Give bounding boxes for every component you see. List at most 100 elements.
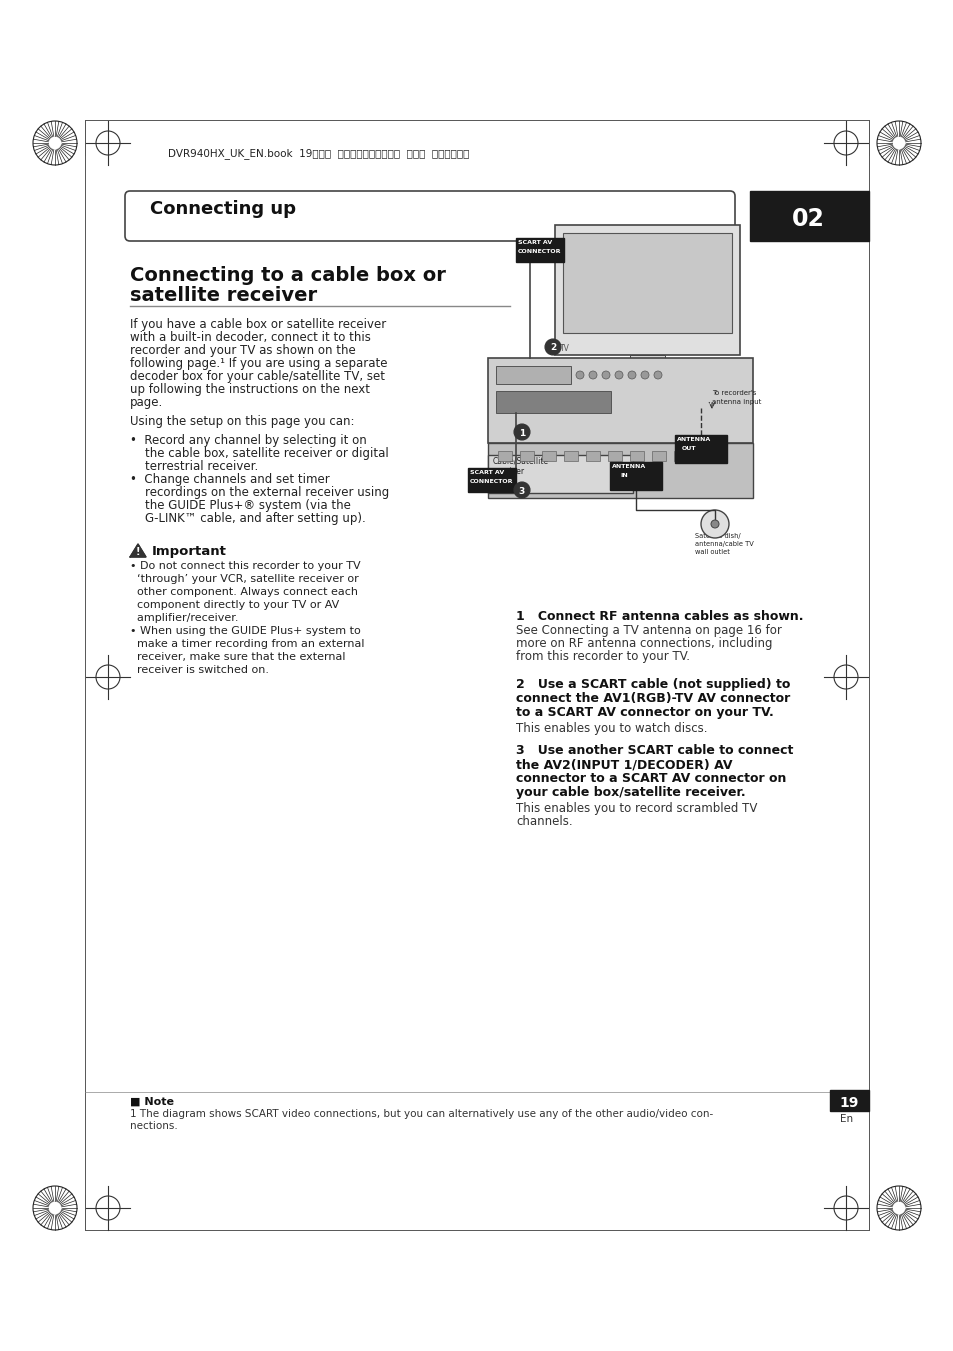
Text: Cable/Satellite: Cable/Satellite	[493, 457, 549, 466]
Text: connector to a SCART AV connector on: connector to a SCART AV connector on	[516, 771, 785, 785]
Text: terrestrial receiver.: terrestrial receiver.	[130, 459, 258, 473]
Text: See Connecting a TV antenna on page 16 for: See Connecting a TV antenna on page 16 f…	[516, 624, 781, 638]
Bar	[607, 451, 621, 461]
Text: your cable box/satellite receiver.: your cable box/satellite receiver.	[516, 786, 745, 798]
Text: 3: 3	[518, 486, 524, 496]
Text: DVR940HX_UK_EN.book  19ページ  ２００６年７月１２日  水曜日  午後４時５分: DVR940HX_UK_EN.book 19ページ ２００６年７月１２日 水曜日…	[168, 149, 469, 159]
Bar	[585, 451, 599, 461]
Circle shape	[640, 372, 648, 380]
Circle shape	[627, 372, 636, 380]
Text: the cable box, satellite receiver or digital: the cable box, satellite receiver or dig…	[130, 447, 388, 459]
Text: up following the instructions on the next: up following the instructions on the nex…	[130, 382, 370, 396]
Bar	[496, 390, 610, 413]
Text: to a SCART AV connector on your TV.: to a SCART AV connector on your TV.	[516, 707, 773, 719]
Text: Connecting to a cable box or: Connecting to a cable box or	[130, 266, 445, 285]
Text: receiver: receiver	[493, 467, 523, 476]
Text: IN: IN	[619, 473, 627, 478]
Text: This enables you to record scrambled TV: This enables you to record scrambled TV	[516, 802, 757, 815]
Bar	[609, 462, 661, 490]
Text: 1   Connect RF antenna cables as shown.: 1 Connect RF antenna cables as shown.	[516, 611, 802, 623]
Text: component directly to your TV or AV: component directly to your TV or AV	[130, 600, 339, 611]
Circle shape	[601, 372, 609, 380]
Bar	[673, 451, 687, 461]
Bar	[541, 451, 556, 461]
Bar	[516, 238, 563, 262]
Text: TV: TV	[559, 345, 569, 353]
Circle shape	[615, 372, 622, 380]
Text: If you have a cable box or satellite receiver: If you have a cable box or satellite rec…	[130, 317, 386, 331]
Text: !: !	[135, 547, 140, 557]
Text: nections.: nections.	[130, 1121, 177, 1131]
Text: satellite receiver: satellite receiver	[130, 286, 316, 305]
Text: 3   Use another SCART cable to connect: 3 Use another SCART cable to connect	[516, 744, 793, 757]
Text: Connecting up: Connecting up	[150, 200, 295, 218]
Circle shape	[700, 509, 728, 538]
Bar	[562, 232, 731, 332]
Text: receiver, make sure that the external: receiver, make sure that the external	[130, 653, 345, 662]
Text: following page.¹ If you are using a separate: following page.¹ If you are using a sepa…	[130, 357, 387, 370]
Text: antenna input: antenna input	[711, 399, 760, 405]
Bar	[488, 358, 752, 443]
Text: En: En	[840, 1115, 852, 1124]
Text: from this recorder to your TV.: from this recorder to your TV.	[516, 650, 689, 663]
Polygon shape	[130, 544, 146, 557]
Text: recordings on the external receiver using: recordings on the external receiver usin…	[130, 486, 389, 499]
Text: recorder and your TV as shown on the: recorder and your TV as shown on the	[130, 345, 355, 357]
Text: make a timer recording from an external: make a timer recording from an external	[130, 639, 364, 648]
Bar	[468, 467, 516, 492]
Text: ‘through’ your VCR, satellite receiver or: ‘through’ your VCR, satellite receiver o…	[130, 574, 358, 584]
Text: SCART AV: SCART AV	[470, 470, 504, 476]
Text: CONNECTOR: CONNECTOR	[517, 249, 561, 254]
Text: 02: 02	[791, 207, 823, 231]
Bar	[563, 451, 578, 461]
Text: the GUIDE Plus+® system (via the: the GUIDE Plus+® system (via the	[130, 499, 351, 512]
Text: ■ Note: ■ Note	[130, 1097, 173, 1106]
Bar	[555, 226, 740, 355]
Text: the AV2(INPUT 1/DECODER) AV: the AV2(INPUT 1/DECODER) AV	[516, 758, 732, 771]
Text: CONNECTOR: CONNECTOR	[470, 480, 513, 484]
Text: •  Record any channel by selecting it on: • Record any channel by selecting it on	[130, 434, 366, 447]
Bar	[497, 451, 512, 461]
Bar	[488, 443, 752, 499]
Text: To recorder's: To recorder's	[711, 390, 756, 396]
Text: 2: 2	[549, 343, 556, 353]
Text: ANTENNA: ANTENNA	[612, 463, 645, 469]
Bar	[629, 451, 643, 461]
Text: This enables you to watch discs.: This enables you to watch discs.	[516, 721, 707, 735]
Text: receiver is switched on.: receiver is switched on.	[130, 665, 269, 676]
Circle shape	[544, 339, 560, 355]
Circle shape	[514, 482, 530, 499]
Text: 2   Use a SCART cable (not supplied) to: 2 Use a SCART cable (not supplied) to	[516, 678, 789, 690]
Circle shape	[654, 372, 661, 380]
Text: page.: page.	[130, 396, 163, 409]
Circle shape	[576, 372, 583, 380]
Text: SCART AV: SCART AV	[517, 240, 552, 245]
Bar	[829, 1090, 868, 1111]
Bar	[629, 355, 664, 367]
Text: more on RF antenna connections, including: more on RF antenna connections, includin…	[516, 638, 772, 650]
Bar	[613, 367, 681, 374]
Text: • Do not connect this recorder to your TV: • Do not connect this recorder to your T…	[130, 561, 360, 571]
Text: connect the AV1(RGB)-TV AV connector: connect the AV1(RGB)-TV AV connector	[516, 692, 789, 705]
Text: 1: 1	[518, 428, 524, 438]
Circle shape	[588, 372, 597, 380]
Bar	[696, 451, 709, 461]
Text: decoder box for your cable/satellite TV, set: decoder box for your cable/satellite TV,…	[130, 370, 385, 382]
Bar	[488, 455, 633, 493]
Text: OUT: OUT	[681, 446, 696, 451]
Text: antenna/cable TV: antenna/cable TV	[695, 540, 753, 547]
Text: • When using the GUIDE Plus+ system to: • When using the GUIDE Plus+ system to	[130, 626, 360, 636]
Text: other component. Always connect each: other component. Always connect each	[130, 586, 357, 597]
Circle shape	[514, 424, 530, 440]
Text: Satellite dish/: Satellite dish/	[695, 534, 740, 539]
Text: •  Change channels and set timer: • Change channels and set timer	[130, 473, 330, 486]
Text: with a built-in decoder, connect it to this: with a built-in decoder, connect it to t…	[130, 331, 371, 345]
Bar	[749, 190, 868, 240]
FancyBboxPatch shape	[125, 190, 734, 240]
Text: Using the setup on this page you can:: Using the setup on this page you can:	[130, 415, 355, 428]
Bar	[496, 366, 571, 384]
Text: ANTENNA: ANTENNA	[677, 436, 711, 442]
Text: 1 The diagram shows SCART video connections, but you can alternatively use any o: 1 The diagram shows SCART video connecti…	[130, 1109, 713, 1119]
Text: wall outlet: wall outlet	[695, 549, 729, 555]
Text: G-LINK™ cable, and after setting up).: G-LINK™ cable, and after setting up).	[130, 512, 365, 526]
